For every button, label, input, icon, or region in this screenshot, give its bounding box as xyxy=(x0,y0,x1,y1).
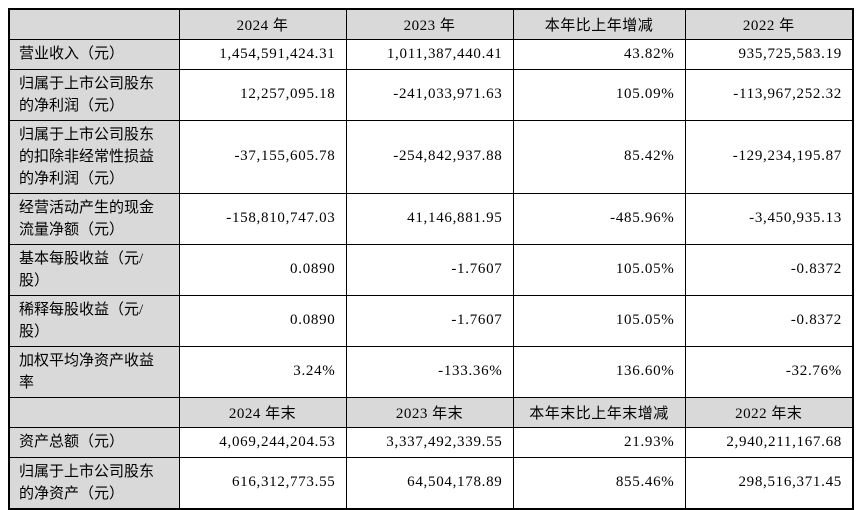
period-end-header-row: 2024 年末 2023 年末 本年末比上年末增减 2022 年末 xyxy=(8,396,854,428)
period-header-row: 2024 年 2023 年 本年比上年增减 2022 年 xyxy=(8,8,854,40)
col-header-2024: 2024 年 xyxy=(178,8,347,40)
row-net-assets-attributable: 归属于上市公司股东的净资产（元） 616,312,773.55 64,504,1… xyxy=(8,456,854,509)
col-header-2023: 2023 年 xyxy=(345,8,514,40)
value-2023: 41,146,881.95 xyxy=(345,192,514,245)
col-header-2022-end: 2022 年末 xyxy=(684,396,854,428)
col-header-2023-end: 2023 年末 xyxy=(345,396,514,428)
row-label: 归属于上市公司股东的净利润（元） xyxy=(8,68,180,121)
document-page: 2024 年 2023 年 本年比上年增减 2022 年 营业收入（元） 1,4… xyxy=(8,8,854,510)
value-2022: -113,967,252.32 xyxy=(684,68,854,121)
row-label: 基本每股收益（元/股） xyxy=(8,243,180,296)
value-change: 105.05% xyxy=(512,243,686,296)
value-change: 105.05% xyxy=(512,294,686,347)
row-label: 经营活动产生的现金流量净额（元） xyxy=(8,192,180,245)
value-2023: -1.7607 xyxy=(345,294,514,347)
row-weighted-avg-roe: 加权平均净资产收益率 3.24% -133.36% 136.60% -32.76… xyxy=(8,345,854,398)
value-2022: -32.76% xyxy=(684,345,854,398)
value-2023: -241,033,971.63 xyxy=(345,68,514,121)
value-change: 105.09% xyxy=(512,68,686,121)
row-total-assets: 资产总额（元） 4,069,244,204.53 3,337,492,339.5… xyxy=(8,426,854,458)
row-basic-eps: 基本每股收益（元/股） 0.0890 -1.7607 105.05% -0.83… xyxy=(8,243,854,296)
value-2022: 2,940,211,167.68 xyxy=(684,426,854,458)
row-label: 营业收入（元） xyxy=(8,38,180,70)
value-2024: 0.0890 xyxy=(178,294,347,347)
row-label: 归属于上市公司股东的扣除非经常性损益的净利润（元） xyxy=(8,119,180,194)
value-2022: -129,234,195.87 xyxy=(684,119,854,194)
col-header-yoy-change: 本年比上年增减 xyxy=(512,8,686,40)
value-2023: -1.7607 xyxy=(345,243,514,296)
value-change: 85.42% xyxy=(512,119,686,194)
row-label: 归属于上市公司股东的净资产（元） xyxy=(8,456,180,509)
value-2024: 4,069,244,204.53 xyxy=(178,426,347,458)
row-net-profit-excl-nonrecurring: 归属于上市公司股东的扣除非经常性损益的净利润（元） -37,155,605.78… xyxy=(8,119,854,194)
row-label: 稀释每股收益（元/股） xyxy=(8,294,180,347)
value-change: -485.96% xyxy=(512,192,686,245)
value-2023: 1,011,387,440.41 xyxy=(345,38,514,70)
value-2024: 3.24% xyxy=(178,345,347,398)
value-2023: -254,842,937.88 xyxy=(345,119,514,194)
value-2024: 616,312,773.55 xyxy=(178,456,347,509)
header-blank-cell xyxy=(8,8,180,40)
value-2023: -133.36% xyxy=(345,345,514,398)
value-2022: 298,516,371.45 xyxy=(684,456,854,509)
header-blank-cell xyxy=(8,396,180,428)
value-2024: 12,257,095.18 xyxy=(178,68,347,121)
value-change: 855.46% xyxy=(512,456,686,509)
financial-summary-table: 2024 年 2023 年 本年比上年增减 2022 年 营业收入（元） 1,4… xyxy=(8,8,854,510)
value-2022: -3,450,935.13 xyxy=(684,192,854,245)
col-header-2022: 2022 年 xyxy=(684,8,854,40)
row-label: 加权平均净资产收益率 xyxy=(8,345,180,398)
value-2022: -0.8372 xyxy=(684,243,854,296)
col-header-2024-end: 2024 年末 xyxy=(178,396,347,428)
value-2023: 3,337,492,339.55 xyxy=(345,426,514,458)
value-2024: -158,810,747.03 xyxy=(178,192,347,245)
value-change: 21.93% xyxy=(512,426,686,458)
row-diluted-eps: 稀释每股收益（元/股） 0.0890 -1.7607 105.05% -0.83… xyxy=(8,294,854,347)
row-label: 资产总额（元） xyxy=(8,426,180,458)
value-2022: 935,725,583.19 xyxy=(684,38,854,70)
value-2024: 0.0890 xyxy=(178,243,347,296)
value-2023: 64,504,178.89 xyxy=(345,456,514,509)
value-2022: -0.8372 xyxy=(684,294,854,347)
value-2024: 1,454,591,424.31 xyxy=(178,38,347,70)
value-change: 136.60% xyxy=(512,345,686,398)
row-operating-cash-flow: 经营活动产生的现金流量净额（元） -158,810,747.03 41,146,… xyxy=(8,192,854,245)
row-net-profit-attributable: 归属于上市公司股东的净利润（元） 12,257,095.18 -241,033,… xyxy=(8,68,854,121)
value-2024: -37,155,605.78 xyxy=(178,119,347,194)
value-change: 43.82% xyxy=(512,38,686,70)
col-header-yoy-end-change: 本年末比上年末增减 xyxy=(512,396,686,428)
row-operating-revenue: 营业收入（元） 1,454,591,424.31 1,011,387,440.4… xyxy=(8,38,854,70)
